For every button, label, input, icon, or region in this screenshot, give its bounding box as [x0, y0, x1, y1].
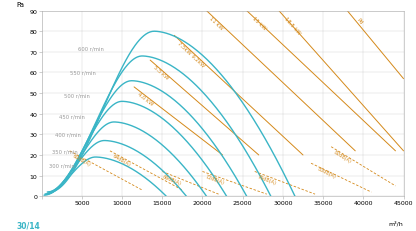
Text: 600 r/min: 600 r/min — [78, 46, 104, 51]
Text: 82dB(A): 82dB(A) — [332, 149, 352, 164]
Text: 72dB(A): 72dB(A) — [205, 174, 225, 185]
Text: Pd: Pd — [355, 18, 364, 26]
Text: 4,0 kW: 4,0 kW — [137, 92, 154, 107]
Text: m³/h: m³/h — [389, 220, 404, 226]
Text: Pa: Pa — [16, 2, 24, 8]
Text: 76dB(A): 76dB(A) — [257, 174, 277, 185]
Text: 64dB(A): 64dB(A) — [111, 153, 131, 167]
Text: 300 r/min: 300 r/min — [49, 163, 74, 168]
Text: 550 r/min: 550 r/min — [70, 71, 96, 76]
Text: 66dB(A): 66dB(A) — [162, 174, 182, 186]
Text: 5,5 kW: 5,5 kW — [153, 65, 170, 81]
Text: 7,5kW 9,2kW: 7,5kW 9,2kW — [176, 40, 206, 68]
Text: 500 r/min: 500 r/min — [64, 93, 90, 98]
Text: 18,5 kW: 18,5 kW — [283, 16, 301, 35]
Text: 60dB(A): 60dB(A) — [72, 153, 91, 167]
Text: 80dB(A): 80dB(A) — [317, 166, 337, 179]
Text: 30/14: 30/14 — [16, 220, 40, 229]
Text: 400 r/min: 400 r/min — [55, 132, 81, 137]
Text: 15 kW: 15 kW — [251, 16, 267, 31]
Text: 11 kW: 11 kW — [209, 16, 224, 31]
Text: 450 r/min: 450 r/min — [59, 114, 85, 119]
Text: 350 r/min: 350 r/min — [52, 149, 78, 154]
